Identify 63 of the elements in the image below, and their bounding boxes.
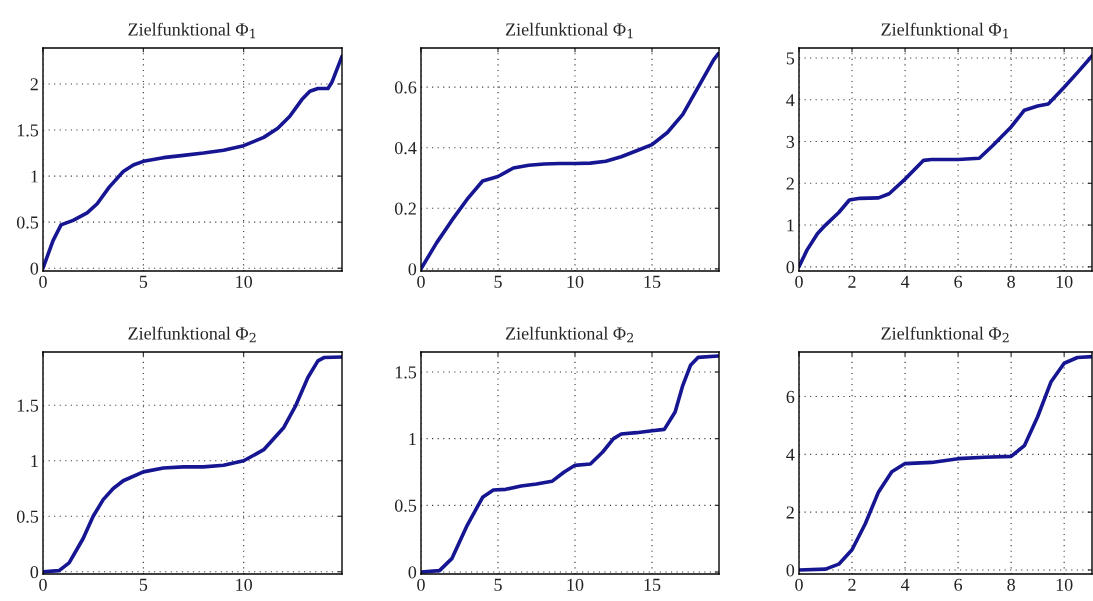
y-tick-label: 0 bbox=[30, 566, 39, 579]
chart-title: Zielfunktional Φ$_{1}$ bbox=[881, 22, 1008, 39]
y-tick-label: 0 bbox=[408, 263, 417, 276]
x-tick-label: 0 bbox=[417, 275, 425, 288]
x-tick-label: 10 bbox=[567, 578, 584, 591]
x-tick-label: 6 bbox=[954, 275, 963, 288]
y-tick-label: 3 bbox=[786, 135, 795, 148]
y-tick-label: 1 bbox=[409, 433, 416, 445]
line-series bbox=[421, 354, 719, 574]
line-series bbox=[421, 51, 719, 271]
x-tick-label: 5 bbox=[494, 275, 502, 288]
chart-title: Zielfunktional Φ$_{2}$ bbox=[881, 326, 1009, 343]
line-series bbox=[799, 354, 1092, 572]
y-tick-label: 0.6 bbox=[394, 81, 417, 94]
y-tick-label: 6 bbox=[786, 390, 795, 403]
line-series bbox=[43, 355, 342, 574]
x-tick-label: 15 bbox=[644, 275, 661, 288]
chart-title: Zielfunktional Φ$_{1}$ bbox=[505, 22, 633, 39]
y-tick-label: 0.5 bbox=[394, 499, 417, 512]
y-tick-label: 0 bbox=[408, 566, 417, 579]
x-tick-label: 15 bbox=[644, 578, 661, 591]
x-tick-label: 10 bbox=[236, 578, 253, 591]
x-tick-label: 2 bbox=[848, 578, 856, 591]
x-tick-label: 5 bbox=[494, 578, 502, 591]
y-tick-label: 0.5 bbox=[16, 216, 39, 229]
x-tick-label: 10 bbox=[236, 275, 253, 288]
x-tick-label: 8 bbox=[1007, 275, 1015, 288]
y-tick-label: 1.5 bbox=[17, 124, 39, 137]
x-tick-label: 5 bbox=[139, 578, 148, 591]
x-tick-label: 10 bbox=[567, 275, 584, 288]
y-tick-label: 1.5 bbox=[17, 399, 39, 412]
y-tick-label: 2 bbox=[30, 78, 38, 91]
y-tick-label: 2 bbox=[786, 177, 794, 190]
y-tick-label: 0.4 bbox=[394, 141, 417, 155]
y-tick-label: 0 bbox=[30, 262, 39, 275]
y-tick-label: 1 bbox=[31, 455, 38, 468]
x-tick-label: 0 bbox=[417, 578, 425, 591]
x-tick-label: 0 bbox=[795, 275, 803, 288]
y-tick-label: 0 bbox=[786, 261, 795, 274]
y-tick-label: 0.5 bbox=[16, 510, 39, 523]
chart-title: Zielfunktional Φ$_{2}$ bbox=[128, 326, 256, 343]
y-tick-label: 1.5 bbox=[395, 366, 417, 379]
x-tick-label: 0 bbox=[39, 275, 47, 288]
x-tick-label: 0 bbox=[39, 578, 47, 591]
y-tick-label: 0.2 bbox=[394, 202, 416, 215]
x-tick-label: 0 bbox=[795, 578, 803, 591]
x-tick-label: 2 bbox=[848, 275, 856, 288]
x-tick-label: 5 bbox=[139, 275, 148, 288]
x-tick-label: 4 bbox=[900, 275, 910, 288]
chart-title: Zielfunktional Φ$_{2}$ bbox=[505, 326, 634, 343]
x-tick-label: 10 bbox=[1056, 578, 1073, 591]
y-tick-label: 4 bbox=[786, 448, 795, 461]
y-tick-label: 1 bbox=[787, 219, 794, 232]
x-tick-label: 8 bbox=[1007, 578, 1015, 591]
x-tick-label: 10 bbox=[1056, 275, 1073, 288]
y-tick-label: 5 bbox=[786, 52, 795, 65]
x-tick-label: 4 bbox=[900, 578, 910, 591]
y-tick-label: 1 bbox=[31, 170, 38, 183]
y-tick-label: 4 bbox=[786, 94, 795, 107]
y-tick-label: 0 bbox=[786, 564, 795, 577]
y-tick-label: 2 bbox=[786, 506, 794, 519]
chart-title: Zielfunktional Φ$_{1}$ bbox=[128, 22, 255, 39]
x-tick-label: 6 bbox=[954, 578, 963, 591]
